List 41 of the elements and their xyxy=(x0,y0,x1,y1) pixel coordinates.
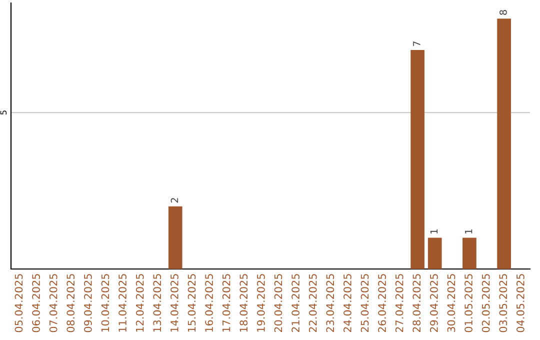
x-tick-label: 26.04.2025 xyxy=(378,274,386,332)
x-tick-label: 02.05.2025 xyxy=(482,274,490,332)
x-tick-label: 20.04.2025 xyxy=(274,274,282,332)
x-tick-label: 12.04.2025 xyxy=(136,274,144,332)
x-tick-label: 29.04.2025 xyxy=(430,274,438,332)
bar xyxy=(497,18,511,269)
y-tick-label: 5 xyxy=(0,110,7,115)
x-tick-label: 28.04.2025 xyxy=(412,274,421,332)
x-tick-label: 11.04.2025 xyxy=(118,274,126,332)
x-tick-label: 17.04.2025 xyxy=(222,274,230,332)
x-tick-label: 21.04.2025 xyxy=(292,274,300,332)
x-tick-label: 30.04.2025 xyxy=(447,274,456,332)
data-label: 2 xyxy=(170,198,178,203)
x-tick-label: 03.05.2025 xyxy=(499,274,508,332)
x-tick-label: 27.04.2025 xyxy=(395,274,404,332)
x-tick-label: 19.04.2025 xyxy=(256,274,265,332)
x-tick-label: 01.05.2025 xyxy=(464,274,472,332)
x-tick-label: 05.04.2025 xyxy=(14,274,23,332)
bar xyxy=(428,238,442,269)
x-tick-label: 15.04.2025 xyxy=(188,274,196,332)
x-tick-label: 23.04.2025 xyxy=(326,274,334,332)
bar xyxy=(168,206,182,269)
x-tick-label: 08.04.2025 xyxy=(66,274,75,332)
data-label: 7 xyxy=(413,41,420,46)
x-tick-label: 06.04.2025 xyxy=(32,274,40,332)
x-tick-label: 09.04.2025 xyxy=(84,274,92,332)
bar xyxy=(410,50,424,269)
x-tick-label: 14.04.2025 xyxy=(170,274,178,332)
x-tick-label: 24.04.2025 xyxy=(343,274,352,332)
x-tick-label: 22.04.2025 xyxy=(308,274,317,332)
x-tick-label: 04.05.2025 xyxy=(516,274,524,332)
x-tick-label: 18.04.2025 xyxy=(240,274,248,332)
x-tick-label: 16.04.2025 xyxy=(205,274,213,332)
bar xyxy=(462,238,476,269)
data-label: 8 xyxy=(500,10,507,15)
x-tick-label: 13.04.2025 xyxy=(153,274,162,332)
data-label: 1 xyxy=(430,229,438,234)
x-tick-label: 25.04.2025 xyxy=(360,274,369,332)
data-label: 1 xyxy=(465,229,472,234)
x-tick-label: 07.04.2025 xyxy=(49,274,58,332)
x-tick-label: 10.04.2025 xyxy=(101,274,110,332)
